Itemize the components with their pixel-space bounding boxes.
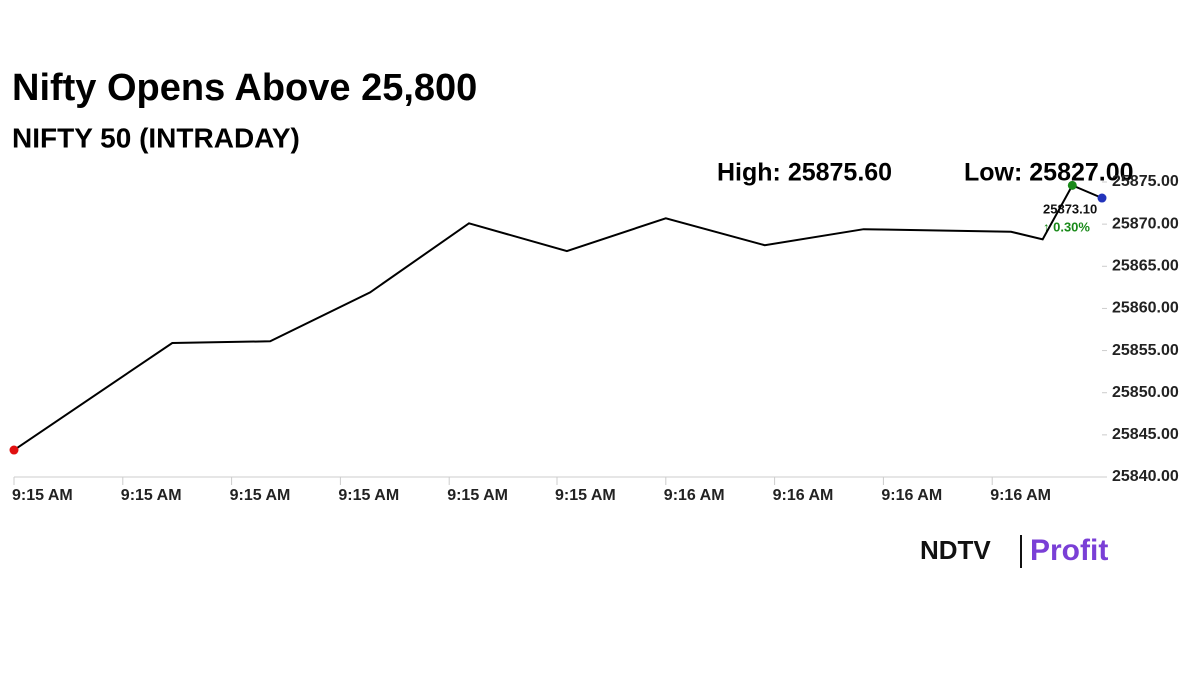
y-tick-label: 25845.00 [1112, 426, 1179, 443]
x-tick-label: 9:16 AM [881, 487, 942, 504]
x-tick-label: 9:15 AM [121, 487, 182, 504]
x-tick-label: 9:16 AM [990, 487, 1051, 504]
last-value-label: 25873.10 [1043, 201, 1097, 216]
x-tick-label: 9:15 AM [555, 487, 616, 504]
y-tick-label: 25865.00 [1112, 258, 1179, 275]
high-marker [1067, 180, 1077, 190]
x-tick-label: 9:15 AM [338, 487, 399, 504]
x-tick-label: 9:15 AM [447, 487, 508, 504]
chart-title: Nifty Opens Above 25,800 [12, 67, 477, 109]
x-tick-label: 9:16 AM [773, 487, 834, 504]
y-tick-label: 25855.00 [1112, 342, 1179, 359]
x-tick-label: 9:16 AM [664, 487, 725, 504]
logo-product: Profit [1030, 534, 1108, 567]
x-tick-label: 9:15 AM [230, 487, 291, 504]
end-marker [1097, 193, 1107, 203]
high-label: High: 25875.60 [717, 159, 892, 187]
start-marker [9, 445, 19, 455]
y-tick-label: 25860.00 [1112, 300, 1179, 317]
chart-subtitle: NIFTY 50 (INTRADAY) [12, 122, 300, 153]
logo-brand: NDTV [920, 535, 991, 565]
y-tick-label: 25875.00 [1112, 173, 1179, 190]
y-tick-label: 25870.00 [1112, 215, 1179, 232]
price-line [13, 184, 1103, 451]
logo: NDTV Profit [920, 534, 1108, 568]
y-tick-label: 25850.00 [1112, 384, 1179, 401]
low-label: Low: 25827.00 [964, 159, 1134, 187]
y-tick-label: 25840.00 [1112, 468, 1179, 485]
change-label: ↑ 0.30% [1043, 219, 1090, 234]
x-tick-label: 9:15 AM [12, 487, 73, 504]
